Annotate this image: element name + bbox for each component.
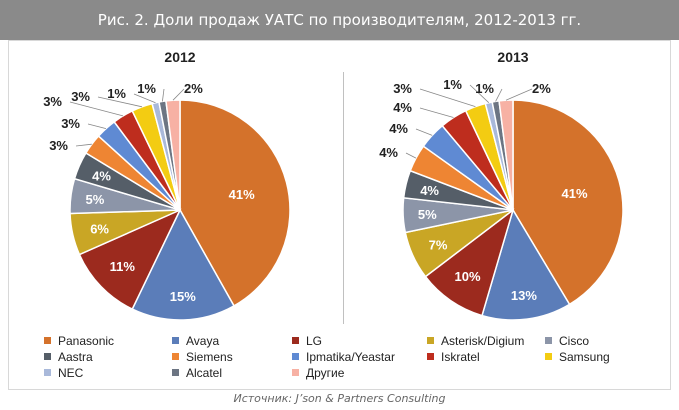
legend-item-1: Avaya bbox=[172, 334, 219, 348]
pie-slice-2012-2 bbox=[78, 208, 182, 311]
legend-label: Avaya bbox=[186, 334, 220, 348]
legend-swatch bbox=[44, 369, 51, 376]
pie-label-2013-11: 1% bbox=[475, 81, 494, 96]
legend-item-5: Aastra bbox=[44, 350, 93, 364]
pie-leader-2013-10 bbox=[469, 84, 490, 103]
pie-leader-2012-11 bbox=[162, 88, 165, 102]
pie-label-2013-1: 13% bbox=[511, 288, 537, 303]
pie-label-2012-7: 3% bbox=[61, 116, 80, 131]
legend-swatch bbox=[545, 353, 552, 360]
pie-label-2012-0: 41% bbox=[229, 187, 255, 202]
legend-label: Другие bbox=[306, 366, 345, 380]
pie-label-2013-0: 41% bbox=[561, 186, 587, 201]
pie-label-2013-5: 4% bbox=[420, 183, 439, 198]
legend-item-3: Asterisk/Digium bbox=[427, 334, 524, 348]
legend-swatch bbox=[292, 369, 299, 376]
legend-item-7: Ipmatika/Yeastar bbox=[292, 350, 395, 364]
pie-label-2013-7: 4% bbox=[389, 121, 408, 136]
legend-label: Aastra bbox=[58, 350, 93, 364]
pie-label-2012-10: 1% bbox=[107, 86, 126, 101]
pie-label-2013-3: 7% bbox=[429, 237, 448, 252]
pie-slice-2013-0 bbox=[512, 99, 624, 306]
pie-label-2012-1: 15% bbox=[170, 289, 196, 304]
legend-item-11: Alcatel bbox=[172, 366, 222, 380]
pie-leader-2012-12 bbox=[172, 88, 185, 101]
legend-swatch bbox=[44, 337, 51, 344]
chart-divider bbox=[343, 72, 344, 324]
pie-label-2012-6: 3% bbox=[49, 138, 68, 153]
pie-label-2013-8: 4% bbox=[393, 100, 412, 115]
pie-leader-2013-9 bbox=[419, 88, 476, 107]
pie-label-2013-2: 10% bbox=[454, 269, 480, 284]
chart-title-2012: 2012 bbox=[164, 49, 195, 65]
legend-swatch bbox=[172, 353, 179, 360]
pie-leader-2012-7 bbox=[87, 123, 107, 129]
pie-slice-2012-12 bbox=[165, 99, 181, 211]
legend-item-4: Cisco bbox=[545, 334, 589, 348]
legend-label: Alcatel bbox=[186, 366, 223, 380]
pie-label-2013-6: 4% bbox=[379, 145, 398, 160]
legend-item-12: Другие bbox=[292, 366, 344, 380]
page-title: Рис. 2. Доли продаж УАТС по производител… bbox=[0, 0, 679, 40]
pie-label-2012-12: 2% bbox=[184, 81, 203, 96]
pie-label-2012-8: 3% bbox=[43, 94, 62, 109]
legend-swatch bbox=[44, 353, 51, 360]
pie-leader-2012-6 bbox=[75, 143, 92, 147]
pie-slice-2013-1 bbox=[481, 208, 571, 321]
legend-item-6: Siemens bbox=[172, 350, 233, 364]
pie-slice-2012-1 bbox=[131, 208, 236, 321]
pie-leader-2013-8 bbox=[419, 107, 454, 118]
pie-label-2012-9: 3% bbox=[71, 89, 90, 104]
pie-label-2012-5: 4% bbox=[92, 168, 111, 183]
pie-leader-2013-6 bbox=[405, 152, 417, 159]
legend-item-8: Iskratel bbox=[427, 350, 480, 364]
pie-leader-2013-11 bbox=[495, 88, 503, 102]
pie-label-2013-10: 1% bbox=[443, 77, 462, 92]
pie-leader-2012-10 bbox=[133, 93, 156, 104]
legend-label: Panasonic bbox=[58, 334, 115, 348]
legend-label: Ipmatika/Yeastar bbox=[306, 350, 395, 364]
pie-leader-2012-9 bbox=[97, 96, 143, 108]
legend-item-9: Samsung bbox=[545, 350, 610, 364]
pie-slice-2012-0 bbox=[179, 99, 291, 307]
chart-title-2013: 2013 bbox=[497, 49, 528, 65]
legend-label: Asterisk/Digium bbox=[441, 334, 525, 348]
pie-label-2012-2: 11% bbox=[110, 259, 136, 274]
legend-item-10: NEC bbox=[44, 366, 83, 380]
legend-swatch bbox=[427, 337, 434, 344]
pie-label-2013-4: 5% bbox=[418, 207, 437, 222]
source-note: Источник: J’son & Partners Consulting bbox=[233, 392, 446, 405]
pie-leader-2013-12 bbox=[505, 88, 533, 101]
legend-swatch bbox=[172, 337, 179, 344]
legend-label: NEC bbox=[58, 366, 84, 380]
pie-label-2013-9: 3% bbox=[393, 81, 412, 96]
pie-label-2012-4: 5% bbox=[86, 192, 105, 207]
legend-item-2: LG bbox=[292, 334, 322, 348]
legend-label: Samsung bbox=[559, 350, 610, 364]
legend-item-0: Panasonic bbox=[44, 334, 114, 348]
pie-leader-2012-8 bbox=[69, 101, 124, 117]
legend-label: Siemens bbox=[186, 350, 233, 364]
legend-label: Iskratel bbox=[441, 350, 480, 364]
pie-label-2012-3: 6% bbox=[90, 221, 109, 236]
legend-swatch bbox=[172, 369, 179, 376]
legend-swatch bbox=[292, 337, 299, 344]
legend-label: LG bbox=[306, 334, 323, 348]
pie-label-2013-12: 2% bbox=[532, 81, 551, 96]
legend-swatch bbox=[545, 337, 552, 344]
pie-label-2012-11: 1% bbox=[137, 81, 156, 96]
legend-label: Cisco bbox=[559, 334, 590, 348]
legend-swatch bbox=[427, 353, 434, 360]
pie-leader-2013-7 bbox=[415, 128, 433, 136]
legend-swatch bbox=[292, 353, 299, 360]
